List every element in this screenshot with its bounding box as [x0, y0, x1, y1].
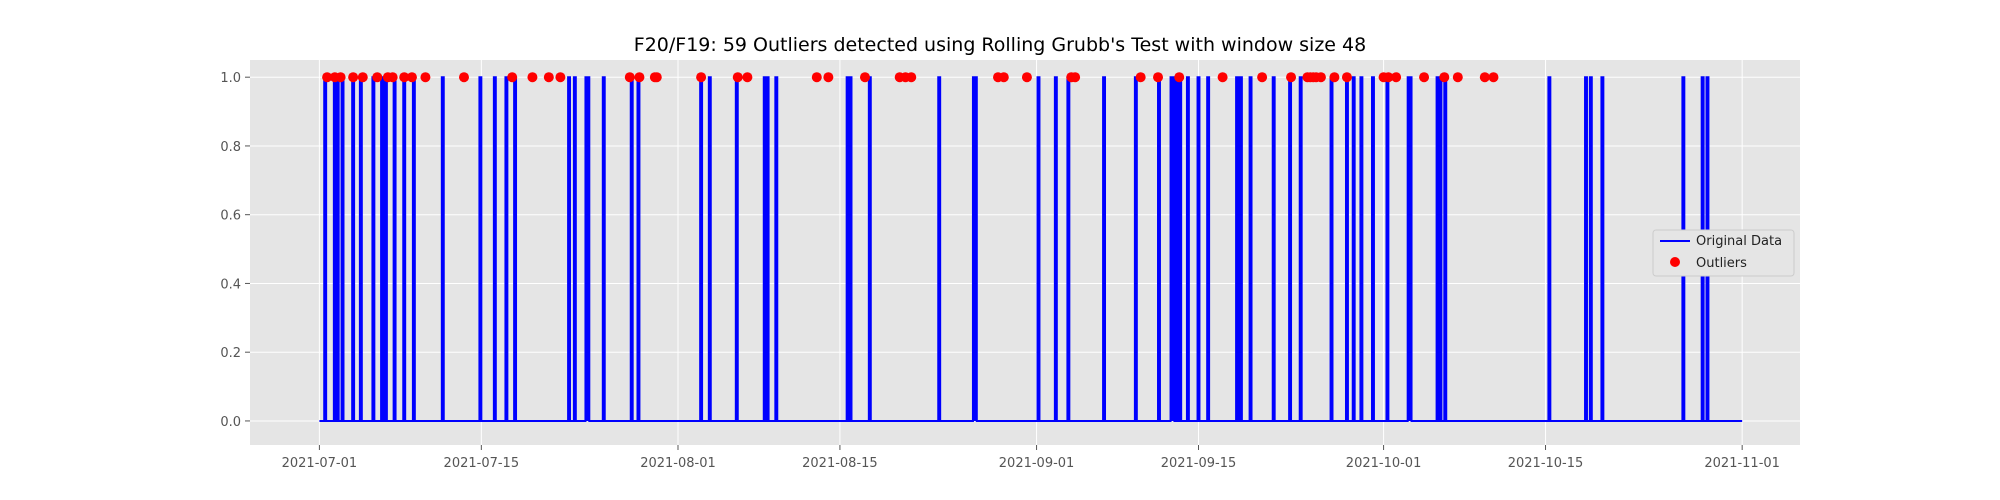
x-tick-label: 2021-10-01	[1346, 456, 1422, 471]
outlier-point	[1286, 72, 1297, 83]
x-axis: 2021-07-01 2021-07-15 2021-08-01 2021-08-15…	[282, 445, 1780, 471]
outlier-point	[1479, 72, 1490, 83]
x-tick-label: 2021-11-01	[1704, 456, 1780, 471]
x-tick-label: 2021-09-15	[1161, 456, 1237, 471]
outlier-point	[1174, 72, 1185, 83]
original-data-series	[319, 76, 1743, 422]
outlier-point	[1070, 72, 1081, 83]
outlier-point	[651, 72, 662, 83]
outlier-point	[1217, 72, 1228, 83]
y-tick-label: 0.4	[220, 277, 241, 292]
outlier-point	[1488, 72, 1499, 83]
outlier-point	[859, 72, 870, 83]
outlier-point	[811, 72, 822, 83]
y-tick-label: 0.8	[220, 140, 241, 155]
outlier-point	[1153, 72, 1164, 83]
outlier-point	[555, 72, 566, 83]
outlier-point	[1452, 72, 1463, 83]
outlier-point	[696, 72, 707, 83]
outlier-point	[634, 72, 645, 83]
outlier-point	[372, 72, 383, 83]
legend-marker-swatch	[1670, 257, 1680, 267]
outlier-point	[406, 72, 417, 83]
outlier-point	[1391, 72, 1402, 83]
outlier-point	[742, 72, 753, 83]
outlier-point	[1383, 72, 1394, 83]
outlier-point	[732, 72, 743, 83]
outlier-point	[998, 72, 1009, 83]
y-tick-label: 0.2	[220, 346, 241, 361]
outlier-point	[335, 72, 346, 83]
outlier-point	[1257, 72, 1268, 83]
original-data-line	[319, 76, 1743, 422]
outlier-point	[906, 72, 917, 83]
x-tick-label: 2021-09-01	[999, 456, 1075, 471]
outlier-point	[357, 72, 368, 83]
outlier-point	[420, 72, 431, 83]
chart-title: F20/F19: 59 Outliers detected using Roll…	[634, 34, 1366, 56]
y-axis: 0.0 0.2 0.4 0.6 0.8 1.0	[220, 71, 250, 430]
x-tick-label: 2021-10-15	[1508, 456, 1584, 471]
outlier-point	[1315, 72, 1326, 83]
outlier-point	[543, 72, 554, 83]
outliers-series	[322, 72, 1499, 83]
outlier-point	[527, 72, 538, 83]
outlier-point	[624, 72, 635, 83]
outlier-point	[458, 72, 469, 83]
outlier-point	[399, 72, 410, 83]
outlier-point	[348, 72, 359, 83]
y-tick-label: 0.6	[220, 209, 241, 224]
legend-label-outliers: Outliers	[1696, 256, 1747, 271]
legend: Original Data Outliers	[1652, 229, 1795, 277]
y-tick-label: 0.0	[220, 415, 241, 430]
outlier-point	[387, 72, 398, 83]
y-tick-label: 1.0	[220, 71, 241, 86]
outlier-point	[1135, 72, 1146, 83]
x-tick-label: 2021-07-01	[282, 456, 358, 471]
outlier-point	[1329, 72, 1340, 83]
outlier-point	[823, 72, 834, 83]
outlier-point	[1021, 72, 1032, 83]
x-tick-label: 2021-08-01	[640, 456, 716, 471]
x-tick-label: 2021-07-15	[444, 456, 520, 471]
outlier-point	[1341, 72, 1352, 83]
plot-area	[250, 60, 1800, 445]
outlier-point	[1419, 72, 1430, 83]
outlier-point	[1439, 72, 1450, 83]
x-tick-label: 2021-08-15	[802, 456, 878, 471]
legend-label-original-data: Original Data	[1696, 234, 1782, 249]
outlier-point	[507, 72, 518, 83]
outlier-point	[322, 72, 333, 83]
